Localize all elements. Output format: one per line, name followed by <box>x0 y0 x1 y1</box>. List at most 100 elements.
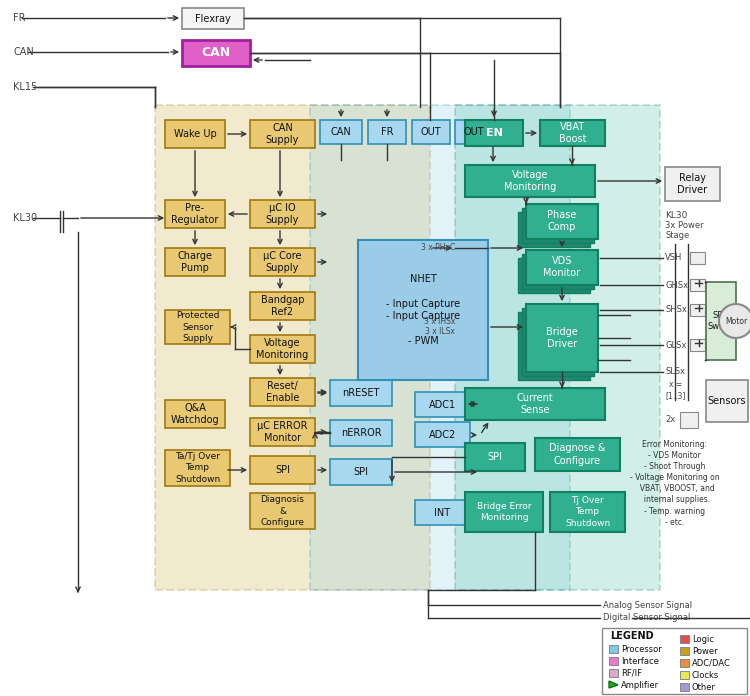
Text: Pre-
Regulator: Pre- Regulator <box>171 203 219 226</box>
Bar <box>518 212 590 247</box>
Bar <box>550 492 625 532</box>
Text: Bridge Error
Monitoring: Bridge Error Monitoring <box>477 502 531 522</box>
Bar <box>415 500 470 525</box>
Bar <box>706 282 736 360</box>
Text: VDS
Monitor: VDS Monitor <box>544 256 580 278</box>
Text: KL30: KL30 <box>665 210 687 219</box>
Text: µC Core
Supply: µC Core Supply <box>263 251 302 274</box>
Bar <box>609 657 618 665</box>
Bar <box>250 418 315 446</box>
Bar <box>250 378 315 406</box>
Text: SLSx: SLSx <box>665 367 686 377</box>
Text: Interface: Interface <box>621 656 658 665</box>
Text: LEGEND: LEGEND <box>610 631 653 641</box>
Bar <box>680 683 689 691</box>
Text: OUT: OUT <box>421 127 441 137</box>
Text: ADC2: ADC2 <box>429 429 456 439</box>
Text: SPI: SPI <box>353 467 368 477</box>
Bar <box>706 380 748 422</box>
Text: Voltage
Monitoring: Voltage Monitoring <box>256 338 309 361</box>
Bar <box>680 671 689 679</box>
Bar <box>165 400 225 428</box>
Bar <box>330 420 392 446</box>
Bar <box>310 105 570 590</box>
Text: Sensors: Sensors <box>708 396 746 406</box>
Text: Bandgap
Ref2: Bandgap Ref2 <box>261 295 305 317</box>
Text: ADC1: ADC1 <box>429 400 456 409</box>
Text: Error Monitoring:
- VDS Monitor
- Shoot Through
- Voltage Monitoring on
  VBAT, : Error Monitoring: - VDS Monitor - Shoot … <box>630 440 720 527</box>
Bar <box>465 443 525 471</box>
Text: EN: EN <box>485 128 502 138</box>
Bar <box>358 240 488 380</box>
Text: ADC/DAC: ADC/DAC <box>692 658 730 667</box>
Bar <box>165 450 230 486</box>
Text: Power: Power <box>692 647 718 656</box>
Bar <box>250 200 315 228</box>
Bar <box>665 167 720 201</box>
Bar <box>455 105 660 590</box>
Bar <box>250 456 315 484</box>
Text: Voltage
Monitoring: Voltage Monitoring <box>504 170 556 192</box>
Text: KL15: KL15 <box>13 82 38 92</box>
Text: Motor: Motor <box>724 317 747 326</box>
Text: Bridge
Driver: Bridge Driver <box>546 327 578 349</box>
Bar <box>320 120 362 144</box>
Bar <box>465 120 523 146</box>
Bar <box>540 120 605 146</box>
Bar <box>155 105 430 590</box>
Text: Charge
Pump: Charge Pump <box>178 251 212 274</box>
Bar <box>415 392 470 417</box>
Text: GLSx: GLSx <box>665 340 686 349</box>
Text: Ta/Tj Over
Temp
Shutdown: Ta/Tj Over Temp Shutdown <box>175 452 220 484</box>
Text: Other: Other <box>692 683 716 692</box>
Bar <box>690 304 705 316</box>
Text: Tj Over
Temp
Shutdown: Tj Over Temp Shutdown <box>565 496 610 528</box>
Polygon shape <box>609 681 618 688</box>
Bar <box>680 647 689 655</box>
Bar <box>455 120 493 144</box>
Bar <box>535 438 620 471</box>
Bar <box>465 492 543 532</box>
Text: CAN: CAN <box>202 47 230 59</box>
Bar <box>602 628 747 694</box>
Bar <box>330 459 392 485</box>
Bar <box>412 120 450 144</box>
Bar <box>522 254 594 289</box>
Bar <box>465 165 595 197</box>
Circle shape <box>719 304 750 338</box>
Text: Flexray: Flexray <box>195 13 231 24</box>
Text: CAN
Supply: CAN Supply <box>266 122 299 145</box>
Text: Phase
Comp: Phase Comp <box>548 209 577 232</box>
Bar <box>415 422 470 447</box>
Text: Clocks: Clocks <box>692 670 719 679</box>
Text: x =
[1..3]: x = [1..3] <box>665 380 686 400</box>
Text: SPI: SPI <box>275 465 290 475</box>
Text: GHSx: GHSx <box>665 280 688 290</box>
Text: 3 x PHxC: 3 x PHxC <box>421 244 455 253</box>
Text: Diagnosis
&
Configure: Diagnosis & Configure <box>260 496 305 527</box>
Text: KL30: KL30 <box>13 213 37 223</box>
Text: Wake Up: Wake Up <box>173 129 216 139</box>
Bar <box>526 304 598 372</box>
Bar <box>250 335 315 363</box>
Bar <box>609 669 618 677</box>
Bar <box>690 339 705 351</box>
Bar <box>518 258 590 293</box>
Bar <box>526 250 598 285</box>
Bar <box>526 204 598 239</box>
Text: Protected
Sensor
Supply: Protected Sensor Supply <box>176 311 219 342</box>
Bar <box>522 208 594 243</box>
Text: VSH: VSH <box>665 253 682 262</box>
Text: OUT: OUT <box>464 127 484 137</box>
Bar <box>165 120 225 148</box>
Bar <box>165 200 225 228</box>
Text: FR: FR <box>13 13 26 23</box>
Bar <box>182 8 244 29</box>
Text: Q&A
Watchdog: Q&A Watchdog <box>171 403 219 425</box>
Text: FR: FR <box>381 127 393 137</box>
Text: RF/IF: RF/IF <box>621 668 642 677</box>
Bar <box>522 308 594 376</box>
Text: 2x: 2x <box>665 416 675 425</box>
Bar <box>182 40 250 66</box>
Bar <box>465 388 605 420</box>
